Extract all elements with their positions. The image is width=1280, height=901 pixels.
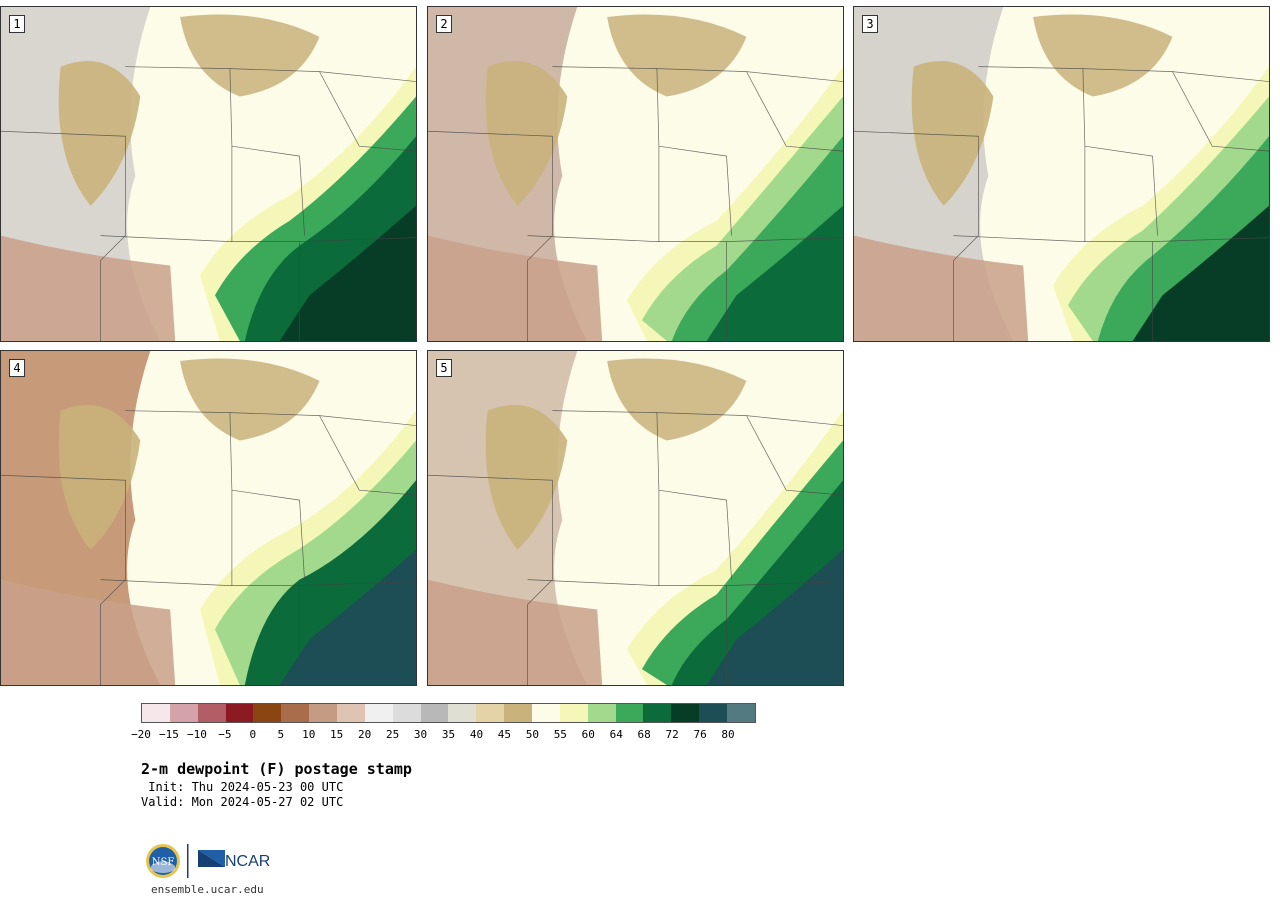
colorbar-swatch [337,704,365,722]
figure-title: 2-m dewpoint (F) postage stamp [141,760,412,778]
nsf-logo-icon: NSF [146,844,180,878]
colorbar-tick-labels: −20 −15 −10 −5 0 5 10 15 20 25 30 35 40 45 50 55 60 64 68 7… [131,724,756,744]
colorbar-tick-label: 72 [665,728,679,741]
colorbar-swatch [727,704,755,722]
member-number-badge: 5 [436,359,452,377]
colorbar-tick-label: 40 [469,728,484,741]
svg-text:NSF: NSF [152,857,175,868]
dewpoint-map-1 [1,7,416,341]
dewpoint-colorbar [141,703,756,723]
colorbar-swatch [699,704,728,722]
dewpoint-map-5 [428,351,843,685]
colorbar-swatch [559,704,588,722]
colorbar-swatch [587,704,616,722]
colorbar-tick-label: 64 [609,728,623,741]
colorbar-tick-label: 55 [553,728,567,741]
colorbar-swatch [448,704,477,722]
colorbar-swatch [253,704,282,722]
postage-stamp-panel-5: 5 [427,350,844,686]
postage-stamp-panel-2: 2 [427,6,844,342]
dewpoint-map-2 [428,7,843,341]
colorbar-tick-label: 15 [330,728,344,741]
colorbar-tick-label: 5 [277,728,285,741]
colorbar-swatch [615,704,644,722]
colorbar-swatch [225,704,254,722]
colorbar-tick-label: −5 [218,728,232,741]
colorbar-tick-label: 35 [441,728,456,741]
colorbar-swatch [420,704,449,722]
colorbar-swatch [392,704,421,722]
colorbar-swatch [532,704,560,722]
colorbar-swatch [169,704,198,722]
colorbar-tick-label: 80 [721,728,735,741]
ncar-logo-icon: NCAR [198,850,270,870]
init-time: Init: Thu 2024-05-23 00 UTC [141,780,344,794]
postage-stamp-panel-4: 4 [0,350,417,686]
member-number-badge: 2 [436,15,452,33]
member-number-badge: 4 [9,359,25,377]
dewpoint-map-4 [1,351,416,685]
colorbar-swatch [643,704,672,722]
nsf-ncar-logos: NSF NCAR [146,844,270,878]
postage-stamp-panel-1: 1 [0,6,417,342]
colorbar-tick-label: 30 [413,728,428,741]
colorbar-tick-label: −15 [159,728,179,741]
colorbar-swatch [309,704,338,722]
svg-text:NCAR: NCAR [225,853,270,870]
colorbar-tick-label: 68 [637,728,651,741]
colorbar-tick-label: 10 [302,728,316,741]
member-number-badge: 3 [862,15,878,33]
colorbar-swatch [671,704,700,722]
colorbar-tick-label: 0 [249,728,257,741]
colorbar-tick-label: 25 [385,728,400,741]
colorbar-swatch [476,704,505,722]
postage-stamp-panel-3: 3 [853,6,1270,342]
colorbar-tick-label: 50 [525,728,539,741]
colorbar-tick-label: 20 [358,728,372,741]
colorbar-tick-label: 45 [497,728,512,741]
colorbar-swatch [364,704,393,722]
colorbar-swatch [142,704,170,722]
valid-time: Valid: Mon 2024-05-27 02 UTC [141,795,344,809]
colorbar-tick-label: −10 [186,728,207,741]
colorbar-tick-label: 76 [693,728,707,741]
dewpoint-map-3 [854,7,1269,341]
member-number-badge: 1 [9,15,25,33]
website-label: ensemble.ucar.edu [151,883,264,896]
colorbar-tick-label: 60 [581,728,595,741]
colorbar-tick-label: −20 [131,728,151,741]
colorbar-swatch [504,704,533,722]
colorbar-swatch [281,704,310,722]
colorbar-swatch [197,704,226,722]
